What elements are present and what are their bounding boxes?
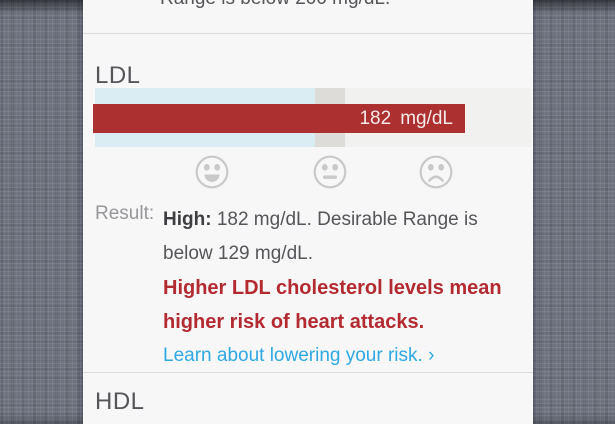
- section-divider: [83, 372, 533, 373]
- ldl-value-bar: 182 mg/dL: [93, 104, 465, 133]
- ldl-section-title: LDL: [95, 62, 141, 89]
- ldl-unit: mg/dL: [400, 108, 453, 129]
- warning-line-2: higher risk of heart attacks.: [163, 311, 425, 333]
- total-cholesterol-range-text: Range is below 200 mg/dL.: [160, 0, 390, 10]
- section-divider: [83, 33, 533, 34]
- lower-risk-link[interactable]: Learn about lowering your risk. ›: [163, 345, 435, 366]
- results-card: Range is below 200 mg/dL. LDL 182 mg/dL R…: [83, 0, 533, 424]
- result-line-2: below 129 mg/dL.: [163, 243, 313, 264]
- sad-face-icon: [419, 155, 453, 189]
- neutral-face-icon: [313, 155, 347, 189]
- warning-line-1: Higher LDL cholesterol levels mean: [163, 277, 502, 299]
- result-label: Result:: [95, 203, 155, 224]
- result-status: High:: [163, 209, 212, 230]
- happy-face-icon: [195, 155, 229, 189]
- hdl-section-title: HDL: [95, 388, 145, 415]
- result-line-1: High: 182 mg/dL. Desirable Range is: [163, 209, 478, 230]
- result-text-block: High: 182 mg/dL. Desirable Range is belo…: [163, 203, 523, 373]
- ldl-value: 182: [359, 108, 392, 129]
